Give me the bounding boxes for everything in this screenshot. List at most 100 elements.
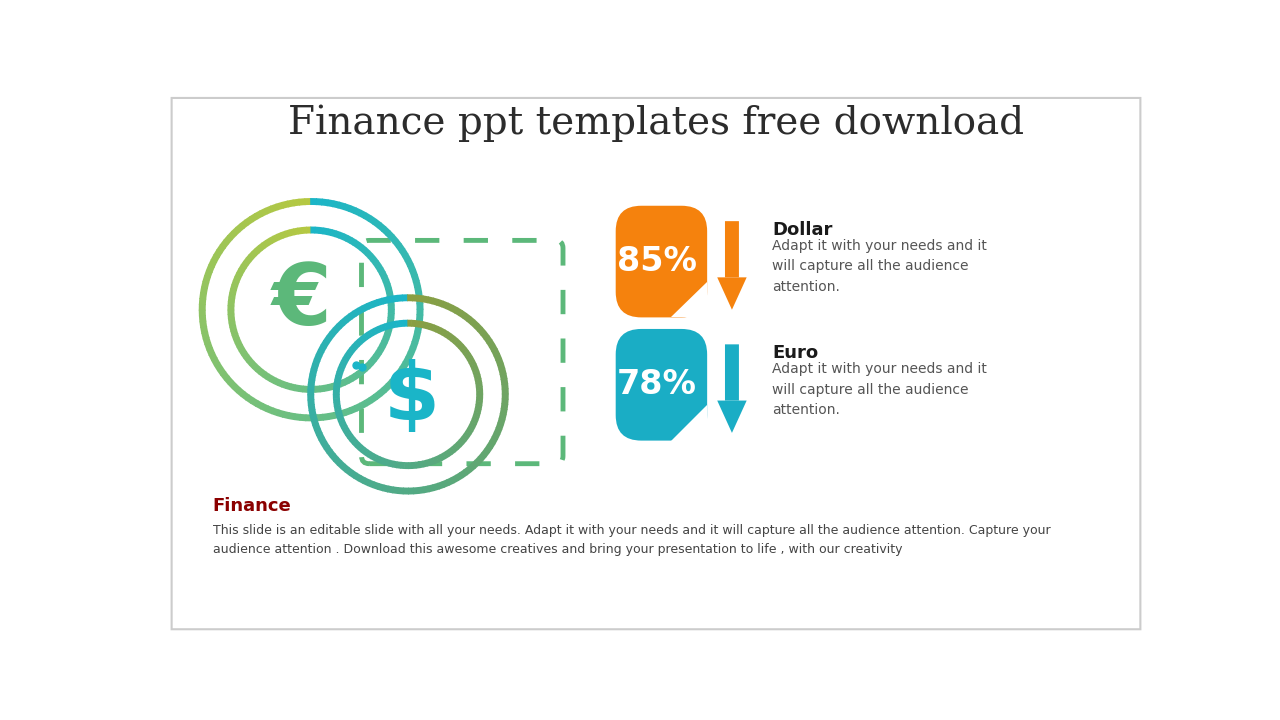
Wedge shape bbox=[342, 233, 349, 242]
Wedge shape bbox=[342, 377, 349, 386]
Wedge shape bbox=[415, 292, 422, 299]
Wedge shape bbox=[311, 386, 316, 393]
Wedge shape bbox=[415, 325, 422, 333]
Wedge shape bbox=[499, 413, 507, 420]
Wedge shape bbox=[433, 456, 439, 464]
Wedge shape bbox=[378, 456, 384, 464]
FancyBboxPatch shape bbox=[172, 98, 1140, 629]
Wedge shape bbox=[379, 271, 388, 279]
Wedge shape bbox=[392, 487, 399, 494]
Wedge shape bbox=[374, 455, 381, 463]
Wedge shape bbox=[451, 336, 458, 344]
Wedge shape bbox=[355, 442, 362, 450]
Text: 85%: 85% bbox=[617, 245, 696, 278]
Wedge shape bbox=[276, 379, 284, 387]
Wedge shape bbox=[470, 418, 479, 425]
Wedge shape bbox=[323, 336, 332, 344]
Wedge shape bbox=[494, 427, 502, 435]
Wedge shape bbox=[312, 359, 320, 366]
Wedge shape bbox=[454, 472, 463, 481]
Wedge shape bbox=[269, 235, 276, 244]
Wedge shape bbox=[397, 294, 403, 302]
Wedge shape bbox=[407, 320, 412, 327]
Wedge shape bbox=[425, 322, 431, 330]
Polygon shape bbox=[717, 277, 746, 310]
Wedge shape bbox=[353, 207, 362, 217]
Wedge shape bbox=[323, 413, 330, 420]
Wedge shape bbox=[344, 351, 353, 358]
Wedge shape bbox=[271, 408, 279, 416]
Wedge shape bbox=[293, 413, 301, 420]
Wedge shape bbox=[366, 330, 374, 338]
Wedge shape bbox=[467, 463, 476, 472]
Wedge shape bbox=[262, 372, 270, 380]
Wedge shape bbox=[349, 405, 357, 414]
Text: Dollar: Dollar bbox=[772, 221, 832, 239]
Wedge shape bbox=[385, 379, 396, 389]
Wedge shape bbox=[335, 381, 342, 389]
Wedge shape bbox=[338, 419, 346, 426]
Wedge shape bbox=[307, 400, 315, 406]
Wedge shape bbox=[340, 317, 349, 325]
Wedge shape bbox=[334, 379, 342, 384]
Wedge shape bbox=[381, 297, 389, 305]
Wedge shape bbox=[352, 307, 361, 317]
Wedge shape bbox=[372, 219, 381, 228]
Wedge shape bbox=[451, 444, 458, 452]
Wedge shape bbox=[480, 330, 489, 340]
Wedge shape bbox=[474, 323, 483, 332]
Wedge shape bbox=[310, 198, 317, 205]
Wedge shape bbox=[255, 400, 264, 410]
Wedge shape bbox=[314, 428, 323, 436]
Wedge shape bbox=[407, 294, 413, 302]
Wedge shape bbox=[269, 376, 276, 384]
Wedge shape bbox=[388, 300, 394, 306]
Wedge shape bbox=[442, 480, 449, 488]
Wedge shape bbox=[332, 382, 338, 390]
Wedge shape bbox=[307, 390, 315, 395]
Wedge shape bbox=[302, 227, 307, 234]
Wedge shape bbox=[344, 407, 352, 416]
Wedge shape bbox=[282, 411, 291, 419]
Wedge shape bbox=[376, 483, 384, 491]
Wedge shape bbox=[285, 382, 292, 390]
Wedge shape bbox=[422, 295, 429, 303]
Wedge shape bbox=[311, 418, 319, 426]
Wedge shape bbox=[445, 449, 453, 457]
Wedge shape bbox=[216, 244, 225, 253]
Wedge shape bbox=[362, 363, 371, 372]
Wedge shape bbox=[431, 297, 439, 306]
Wedge shape bbox=[374, 351, 381, 359]
Wedge shape bbox=[310, 414, 317, 421]
Wedge shape bbox=[311, 364, 319, 371]
Wedge shape bbox=[329, 328, 338, 336]
Wedge shape bbox=[230, 284, 238, 291]
Wedge shape bbox=[265, 238, 273, 246]
Wedge shape bbox=[252, 364, 260, 372]
Wedge shape bbox=[228, 301, 234, 307]
Wedge shape bbox=[316, 349, 324, 357]
Wedge shape bbox=[378, 387, 387, 397]
Wedge shape bbox=[416, 303, 424, 310]
Wedge shape bbox=[389, 375, 399, 384]
Wedge shape bbox=[260, 207, 269, 217]
Text: This slide is an editable slide with all your needs. Adapt it with your needs an: This slide is an editable slide with all… bbox=[212, 523, 1051, 556]
Wedge shape bbox=[275, 202, 284, 210]
Wedge shape bbox=[344, 313, 353, 323]
Wedge shape bbox=[202, 275, 211, 284]
Wedge shape bbox=[472, 411, 481, 418]
Wedge shape bbox=[413, 487, 420, 495]
Wedge shape bbox=[364, 397, 374, 406]
Wedge shape bbox=[265, 405, 274, 414]
Wedge shape bbox=[229, 325, 237, 332]
Wedge shape bbox=[447, 477, 454, 486]
Wedge shape bbox=[383, 279, 390, 286]
Wedge shape bbox=[357, 475, 366, 484]
Wedge shape bbox=[408, 487, 415, 495]
Wedge shape bbox=[282, 381, 288, 389]
Wedge shape bbox=[237, 268, 244, 276]
Wedge shape bbox=[337, 368, 344, 374]
Wedge shape bbox=[484, 335, 493, 343]
Wedge shape bbox=[388, 321, 394, 329]
Wedge shape bbox=[407, 264, 416, 272]
